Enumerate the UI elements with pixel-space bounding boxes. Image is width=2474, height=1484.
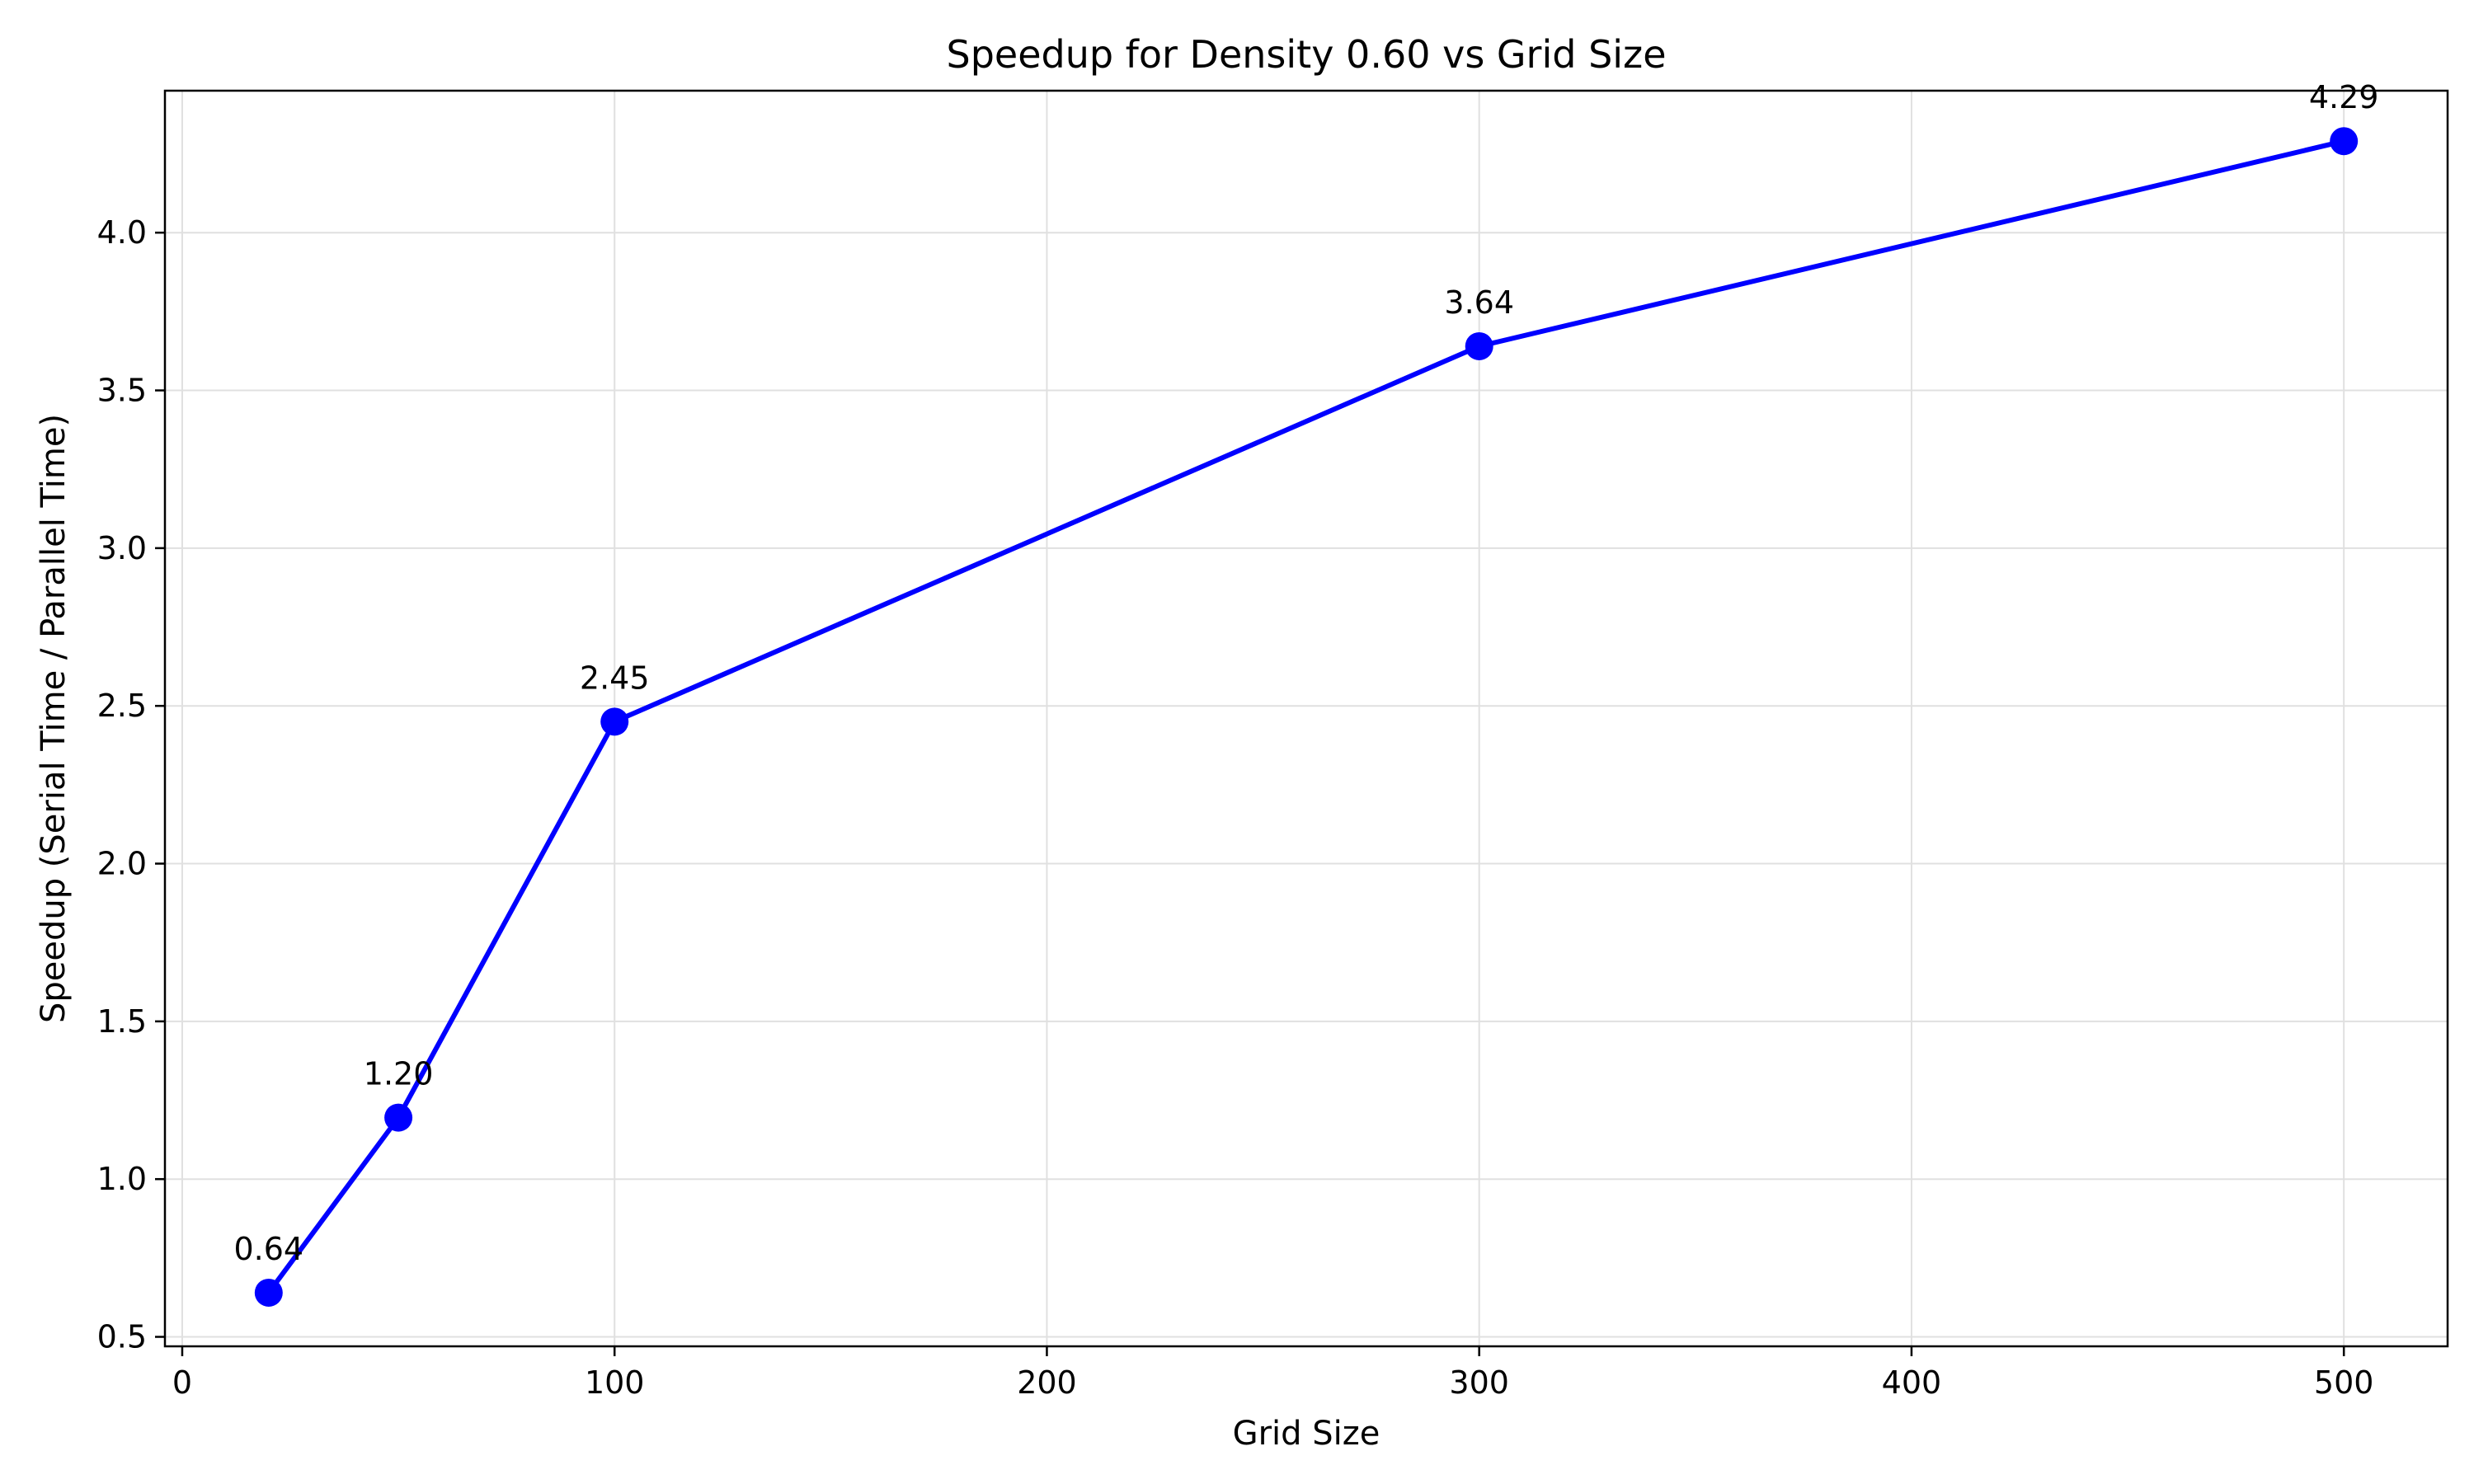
y-tick-label: 2.0 [97,846,147,882]
data-point [2330,127,2359,156]
y-tick-label: 1.0 [97,1161,147,1197]
y-axis-title: Speedup (Serial Time / Parallel Time) [35,414,73,1023]
y-tick-label: 2.5 [97,688,147,724]
x-tick-label: 300 [1449,1364,1509,1401]
plot-frame [163,89,2449,1348]
data-point-label: 4.29 [2309,79,2379,115]
y-axis-ticks: 0.5 1.0 1.5 2.0 2.5 3.0 3.5 4.0 [97,214,165,1355]
data-point [1465,331,1493,360]
x-axis-ticks: 0 100 200 300 400 500 [172,1346,2374,1401]
x-tick-label: 500 [2314,1364,2374,1401]
data-point-label: 0.64 [234,1231,304,1267]
chart-title: Speedup for Density 0.60 vs Grid Size [947,32,1667,77]
y-tick-label: 3.0 [97,530,147,566]
x-tick-label: 100 [585,1364,645,1401]
grid-lines [165,91,2448,1346]
data-point-label: 3.64 [1444,284,1514,321]
x-axis-title: Grid Size [1233,1415,1380,1453]
data-point [600,707,629,736]
x-tick-label: 200 [1017,1364,1077,1401]
x-tick-label: 400 [1882,1364,1942,1401]
data-point-label: 1.20 [364,1056,434,1092]
x-tick-label: 0 [172,1364,192,1401]
y-tick-label: 4.0 [97,214,147,251]
data-point [254,1278,283,1307]
data-point [384,1103,413,1132]
y-tick-label: 0.5 [97,1319,147,1355]
data-labels: 0.64 1.20 2.45 3.64 4.29 [234,79,2379,1267]
points-layer [254,127,2359,1307]
y-tick-label: 3.5 [97,373,147,409]
data-point-label: 2.45 [580,660,650,696]
y-tick-label: 1.5 [97,1003,147,1040]
